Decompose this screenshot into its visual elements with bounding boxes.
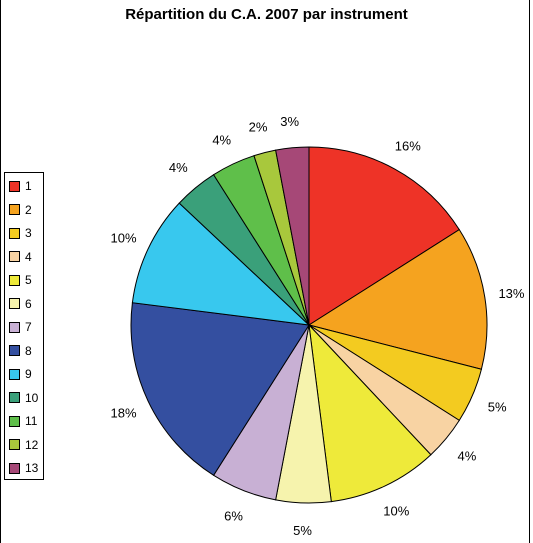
legend-label: 6 xyxy=(25,296,32,311)
chart-title: Répartition du C.A. 2007 par instrument xyxy=(125,6,408,23)
legend-swatch xyxy=(9,462,20,474)
pie-slice-1 xyxy=(308,146,460,326)
legend-item-12: 12 xyxy=(9,437,38,453)
pie-label-6: 5% xyxy=(293,523,312,538)
legend-item-10: 10 xyxy=(9,390,38,406)
pie-label-3: 5% xyxy=(488,399,507,414)
legend-label: 10 xyxy=(25,390,39,405)
legend-label: 13 xyxy=(25,461,39,475)
pie-label-1: 16% xyxy=(395,138,421,153)
legend-label: 12 xyxy=(25,437,39,452)
pie-label-4: 4% xyxy=(458,449,477,464)
pie-label-5: 10% xyxy=(383,503,409,518)
pie-label-12: 2% xyxy=(249,119,268,134)
legend-swatch xyxy=(9,368,20,380)
legend-swatch xyxy=(9,274,20,286)
pie-labels: 16% 13% 5% 4% 10% 5% 6% 18% 10% 4% 4% 2% 3% xyxy=(110,114,524,538)
legend-label: 4 xyxy=(25,249,32,264)
legend-swatch xyxy=(9,321,20,333)
legend-item-1: 1 xyxy=(9,178,32,194)
pie-label-8: 18% xyxy=(110,405,136,420)
legend-label: 9 xyxy=(25,367,32,381)
pie-slice-13 xyxy=(275,146,310,326)
legend-label: 11 xyxy=(25,414,38,428)
legend-item-3: 3 xyxy=(9,225,32,241)
pie-slice-9 xyxy=(131,202,311,326)
pie-slice-2 xyxy=(307,228,488,370)
legend-swatch xyxy=(9,251,20,262)
legend-item-9: 9 xyxy=(9,366,32,382)
pie-slice-5 xyxy=(308,323,432,503)
pie-label-7: 6% xyxy=(224,509,243,524)
legend-item-7: 7 xyxy=(9,319,32,335)
legend-swatch xyxy=(9,180,20,192)
legend-item-4: 4 xyxy=(9,249,32,265)
legend-swatch xyxy=(9,204,20,215)
legend-swatch xyxy=(9,392,20,403)
legend-item-2: 2 xyxy=(9,202,32,218)
legend-swatch xyxy=(9,345,20,356)
legend-label: 3 xyxy=(25,226,32,240)
pie-label-10: 4% xyxy=(169,160,188,175)
legend-label: 7 xyxy=(25,320,32,334)
legend-item-11: 11 xyxy=(9,413,37,429)
pie-slice-8 xyxy=(130,302,310,476)
legend-label: 1 xyxy=(25,179,32,193)
legend-label: 5 xyxy=(25,273,32,287)
legend-item-8: 8 xyxy=(9,343,32,359)
legend-swatch xyxy=(9,439,20,450)
legend-label: 2 xyxy=(25,202,32,217)
legend: 1 2 3 4 5 6 7 8 9 10 11 12 13 xyxy=(4,172,44,480)
legend-item-6: 6 xyxy=(9,296,32,312)
pie-label-2: 13% xyxy=(498,286,524,301)
legend-label: 8 xyxy=(25,343,32,358)
legend-swatch xyxy=(9,298,20,309)
legend-swatch xyxy=(9,227,20,239)
pie-label-9: 10% xyxy=(110,231,136,246)
pie-slices xyxy=(130,146,488,504)
legend-item-13: 13 xyxy=(9,460,38,476)
pie-label-11: 4% xyxy=(212,133,231,148)
legend-swatch xyxy=(9,415,20,427)
pie-label-13: 3% xyxy=(280,114,299,129)
legend-item-5: 5 xyxy=(9,272,32,288)
